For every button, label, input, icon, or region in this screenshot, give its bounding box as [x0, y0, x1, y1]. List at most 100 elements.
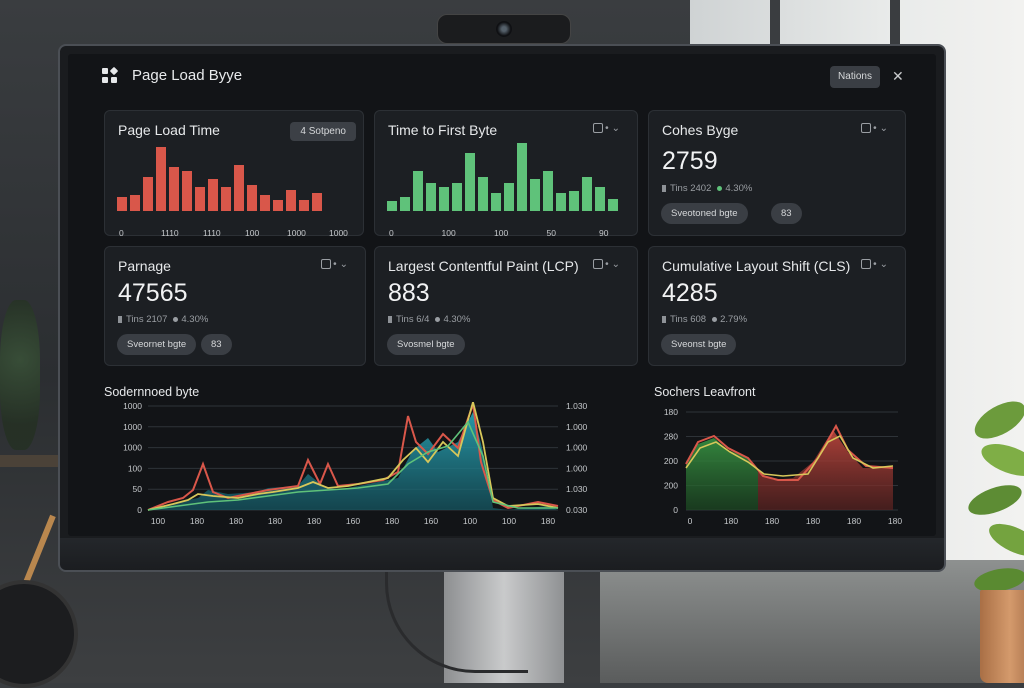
series-area-teal: [148, 412, 558, 510]
bar: [260, 195, 270, 211]
x-tick-label: 0: [389, 228, 394, 238]
card-toolbar[interactable]: •⌄: [861, 123, 891, 134]
close-icon[interactable]: ✕: [892, 68, 904, 84]
bar: [452, 183, 462, 211]
metric-subtext: Tins 608 2.79%: [662, 314, 747, 325]
pill-button[interactable]: Sveornet bgte: [117, 334, 197, 355]
x-tick-label: 1110: [203, 228, 221, 238]
card-parnage: Parnage •⌄ 47565 Tins 2107 4.30% Sveornet…: [104, 246, 366, 366]
monitor-bezel: [60, 538, 944, 570]
bar: [608, 199, 618, 211]
bar: [517, 143, 527, 211]
pill-button[interactable]: 83: [771, 203, 802, 224]
x-tick-label: 100: [441, 228, 456, 238]
y-tick-label-right: 1.000: [566, 463, 588, 473]
bar: [491, 193, 501, 211]
potted-plant-leaves: [968, 401, 1024, 592]
bar: [413, 171, 423, 211]
change-dot: [717, 185, 723, 191]
x-tick-label: 180: [806, 516, 820, 526]
monitor: Page Load Byye Nations ✕ Page Load Time …: [58, 44, 946, 572]
x-tick-label: 160: [346, 516, 360, 526]
monitor-cable: [385, 560, 528, 673]
x-tick-label: 90: [599, 228, 609, 238]
series-line-green: [147, 420, 558, 511]
bar: [182, 171, 192, 211]
window-icon[interactable]: [861, 123, 872, 134]
series-line-yellow: [147, 402, 559, 511]
right-y-axis-ticks: 1.030 1.000 1.000 1.000 1.030 0.030: [566, 402, 588, 515]
metric-value: 47565: [118, 279, 188, 307]
window-icon[interactable]: [321, 259, 332, 270]
card-title: Time to First Byte: [388, 122, 498, 138]
window-icon[interactable]: [593, 259, 604, 270]
x-tick-label: 1110: [161, 228, 179, 238]
metric-value: 4285: [662, 279, 718, 307]
pill-button[interactable]: Sveonst bgte: [661, 334, 737, 355]
nations-button[interactable]: Nations: [830, 66, 880, 88]
card-title: Largest Contentful Paint (LCP): [388, 258, 579, 274]
series-line-yellow: [685, 434, 894, 477]
y-tick-label: 1000: [123, 402, 142, 411]
metric-change: 2.79%: [720, 314, 748, 325]
bar-chart-ttfb: [387, 131, 621, 211]
series-line-red: [147, 403, 559, 511]
y-tick-label: 200: [664, 481, 678, 491]
x-tick-label: 180: [307, 516, 321, 526]
change-dot: [712, 316, 718, 322]
card-toolbar[interactable]: •⌄: [593, 259, 623, 270]
x-tick-label: 1000: [287, 228, 306, 238]
card-toolbar[interactable]: •⌄: [321, 259, 351, 270]
bar: [556, 193, 566, 211]
bar: [387, 201, 397, 211]
bar: [195, 187, 205, 211]
metric-change: 4.30%: [181, 314, 209, 325]
x-tick-label: 180: [268, 516, 282, 526]
card-toolbar[interactable]: •⌄: [593, 123, 623, 134]
bar: [400, 196, 410, 211]
metric-sub-label: Tins 2107: [126, 314, 168, 325]
y-tick-label: 180: [664, 407, 678, 417]
bar: [595, 187, 605, 211]
card-cls: Cumulative Layout Shift (CLS) •⌄ 4285 Ti…: [648, 246, 906, 366]
pill-button[interactable]: Svosmel bgte: [387, 334, 465, 355]
x-tick-label: 180: [724, 516, 738, 526]
y-tick-label-right: 1.030: [566, 484, 588, 494]
bar: [465, 153, 475, 211]
y-tick-label: 1000: [123, 443, 142, 453]
bar: [273, 199, 283, 211]
x-tick-label: 180: [229, 516, 243, 526]
filter-badge[interactable]: 4 Sotpeno: [290, 122, 356, 141]
bar: [426, 183, 436, 211]
x-tick-label: 1000: [329, 228, 348, 238]
y-tick-label-right: 0.030: [566, 505, 588, 515]
card-page-load-time: Page Load Time 4 Sotpeno 0 1110 1110 100 100…: [104, 110, 364, 238]
x-tick-label: 160: [424, 516, 438, 526]
bar: [117, 196, 127, 211]
card-title: Page Load Time: [118, 122, 220, 138]
x-tick-label: 100: [151, 516, 165, 526]
x-tick-label: 180: [541, 516, 555, 526]
webcam: [437, 14, 571, 44]
pill-button[interactable]: 83: [201, 334, 232, 355]
x-tick-label: 50: [546, 228, 556, 238]
metric-value: 883: [388, 279, 430, 307]
bar: [569, 191, 579, 211]
metric-sub-label: Tins 2402: [670, 183, 712, 194]
metric-value: 2759: [662, 147, 718, 175]
dashboard-screen: Page Load Byye Nations ✕ Page Load Time …: [68, 54, 936, 536]
window-sill: [600, 560, 1024, 683]
bar: [543, 171, 553, 211]
y-axis-ticks: 180 280 200 200 0: [664, 407, 678, 515]
window-icon[interactable]: [861, 259, 872, 270]
x-tick-label: 100: [463, 516, 477, 526]
card-toolbar[interactable]: •⌄: [861, 259, 891, 270]
window-icon[interactable]: [593, 123, 604, 134]
area-chart-right: 180 280 200 200 0 0 180 180 180 180 180: [664, 407, 903, 526]
change-dot: [173, 316, 179, 322]
x-tick-label: 100: [502, 516, 516, 526]
card-title: Cohes Byge: [662, 122, 739, 138]
y-tick-label-right: 1.030: [566, 402, 588, 411]
pill-button[interactable]: Sveotoned bgte: [661, 203, 748, 224]
